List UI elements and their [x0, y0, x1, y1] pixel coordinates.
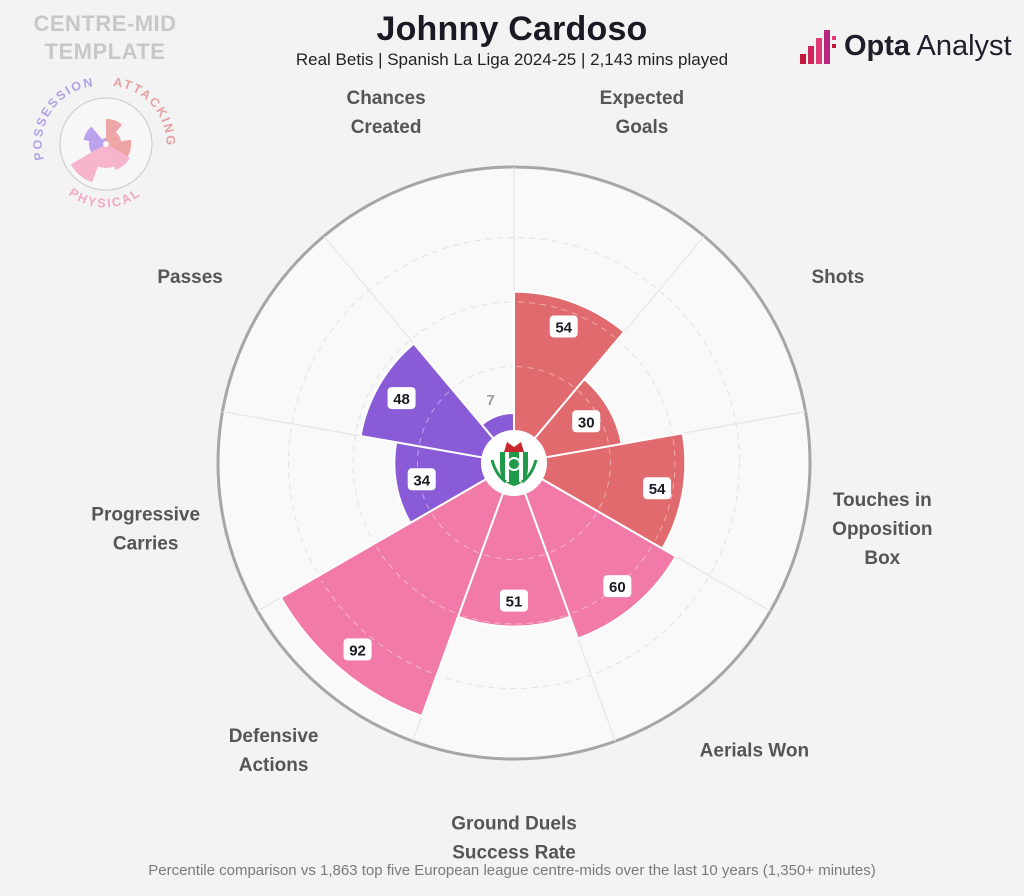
value-badge: [343, 638, 372, 661]
bar-guide: [577, 390, 610, 444]
template-title-line1: CENTRE-MID: [33, 11, 177, 36]
value-badge: [387, 387, 416, 410]
value-badge: [572, 410, 601, 433]
template-radar-wedges: [70, 118, 132, 183]
page-subtitle: Real Betis | Spanish La Liga 2024-25 | 2…: [295, 50, 729, 69]
category-label: Passes: [157, 267, 223, 288]
category-label-line: Touches in: [833, 490, 932, 511]
template-wedge: [83, 126, 105, 144]
value-badge: [407, 468, 436, 491]
bar-guide: [483, 554, 545, 560]
value-badge: [643, 477, 672, 500]
category-label: Touches in Opposition Box: [832, 490, 932, 569]
category-label: Defensive Actions: [229, 726, 319, 776]
footnote: Percentile comparison vs 1,863 top five …: [148, 862, 876, 879]
value-label: 48: [393, 391, 410, 408]
template-wedge: [102, 138, 106, 142]
category-label-line: Goals: [616, 117, 669, 138]
bar-guide: [431, 513, 479, 554]
value-label: 34: [413, 472, 430, 489]
chart-bars: [279, 290, 687, 718]
category-label: Progressive Carries: [91, 504, 200, 554]
bar-guide: [655, 439, 676, 541]
category-label: Expected Goals: [600, 88, 684, 138]
template-title: CENTRE-MID TEMPLATE: [20, 10, 190, 66]
category-label-line: Shots: [812, 267, 865, 288]
value-label: 54: [649, 481, 666, 498]
category-label-line: Progressive: [91, 504, 200, 525]
category-label-line: Ground Duels: [451, 814, 577, 835]
chart-value-labels: 54 30 54 60 51 92 34 48 7: [343, 315, 672, 661]
category-label: Aerials Won: [700, 741, 809, 762]
template-wedge: [97, 146, 115, 168]
template-wedge: [70, 145, 105, 183]
template-wedge: [108, 139, 132, 157]
category-label: Ground Duels Success Rate: [451, 814, 577, 864]
category-label-line: Chances: [346, 88, 425, 109]
bar-guide: [516, 366, 575, 388]
bar-guide: [572, 546, 652, 614]
category-label-line: Opposition: [832, 519, 932, 540]
template-wedge: [107, 145, 130, 170]
value-badge: [603, 575, 632, 598]
value-label: 54: [555, 319, 572, 336]
category-label-line: Created: [351, 117, 422, 138]
category-label-line: Actions: [239, 755, 309, 776]
template-wedge: [89, 141, 104, 153]
template-wedge: [106, 118, 123, 142]
value-label: 92: [349, 642, 366, 659]
brand-name-bold: Opta: [844, 29, 911, 62]
bar-guide: [376, 546, 456, 614]
page-title: Johnny Cardoso: [376, 10, 648, 48]
bar-guide: [418, 390, 451, 444]
category-label-line: Box: [864, 548, 900, 569]
value-label: 60: [609, 579, 626, 596]
bar-guide: [598, 448, 611, 510]
value-label: 30: [578, 414, 595, 431]
bar-guide: [518, 301, 615, 338]
club-crest-icon: [482, 431, 546, 495]
value-badge: [500, 589, 528, 612]
bar-guide: [417, 448, 430, 510]
template-legend-radar: POSSESSION ATTACKING PHYSICAL: [31, 75, 176, 211]
bar-guide: [549, 513, 597, 554]
chart-category-labels: Expected Goals Shots Touches in Opposition Bo…: [91, 88, 932, 863]
template-title-line2: TEMPLATE: [44, 39, 166, 64]
category-label-line: Carries: [113, 533, 179, 554]
value-badge: [549, 315, 578, 338]
category-label-line: Passes: [157, 267, 223, 288]
value-label: 51: [506, 594, 523, 611]
category-label: Shots: [812, 267, 865, 288]
brand-name-light: Analyst: [910, 29, 1012, 62]
bar-guide: [321, 580, 432, 674]
category-label-line: Expected: [600, 88, 684, 109]
category-label-line: Aerials Won: [700, 741, 809, 762]
bar-guide: [462, 615, 566, 625]
brand-name: Opta Analyst: [844, 30, 1012, 63]
chart-grid-ring: [288, 237, 740, 689]
value-label: 7: [487, 392, 495, 409]
category-label-line: Defensive: [229, 726, 319, 747]
brand-logo: Opta Analyst: [798, 24, 1012, 68]
opta-bars-icon: [800, 30, 836, 64]
category-label-line: Success Rate: [452, 843, 576, 864]
category-label: Chances Created: [346, 88, 425, 138]
template-wedge: [107, 132, 122, 144]
